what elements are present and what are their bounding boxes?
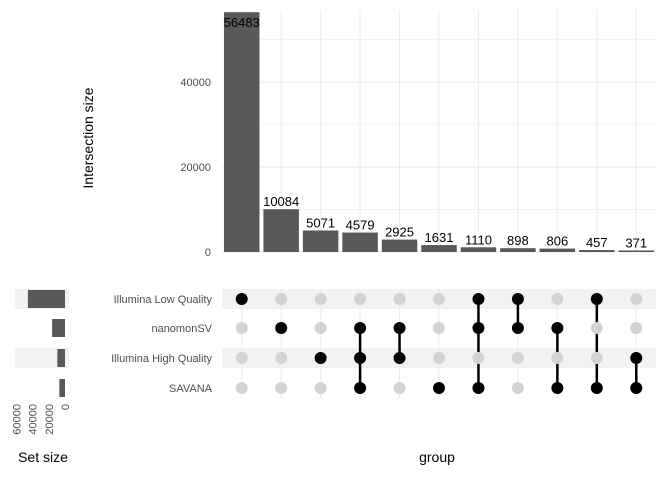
matrix-dot-active	[354, 352, 367, 364]
y-tick-label: 0	[205, 247, 211, 259]
set-size-stripe	[15, 348, 69, 368]
set-label: Illumina Low Quality	[114, 294, 213, 306]
matrix-dot-active	[551, 382, 564, 394]
matrix-dot-inactive	[472, 352, 485, 364]
intersection-bar	[579, 250, 615, 252]
matrix-dot-active	[630, 352, 643, 364]
matrix-dot-inactive	[314, 293, 327, 305]
matrix-dot-inactive	[630, 293, 643, 305]
matrix-dot-active	[393, 322, 406, 334]
bar-value-label: 806	[547, 234, 569, 249]
matrix-dot-inactive	[235, 322, 248, 334]
intersection-bar	[460, 247, 497, 252]
matrix-dot-active	[433, 382, 445, 394]
x-axis-title: group	[419, 449, 455, 465]
intersection-bar	[342, 232, 378, 252]
set-size-tick-label: 40000	[28, 404, 40, 435]
set-size-tick-label: 0	[60, 404, 72, 410]
set-label: nanomonSV	[151, 323, 212, 335]
set-label: Illumina High Quality	[111, 353, 212, 365]
set-size-tick-label: 60000	[12, 404, 24, 435]
intersection-bar	[500, 248, 536, 252]
matrix-dot-active	[511, 293, 524, 305]
matrix-dot-active	[590, 382, 603, 394]
matrix-dot-active	[314, 352, 327, 364]
matrix-dot-inactive	[433, 322, 445, 334]
bar-value-label: 898	[507, 233, 529, 248]
matrix-dot-active	[354, 322, 367, 334]
matrix-dot-inactive	[511, 382, 524, 394]
matrix-dot-inactive	[551, 352, 564, 364]
set-size-tick-label: 20000	[44, 404, 56, 435]
matrix-dot-inactive	[630, 322, 643, 334]
matrix-dot-active	[590, 293, 603, 305]
y-tick-label: 20000	[180, 162, 211, 174]
set-size-chart: 60000 40000 20000 0	[12, 290, 72, 435]
bar-value-label: 457	[586, 235, 608, 250]
matrix-dot-active	[275, 322, 288, 334]
bar-value-label: 1631	[425, 230, 454, 245]
matrix-dot-active	[511, 322, 524, 334]
matrix-dot-inactive	[235, 382, 248, 394]
matrix-dot-active	[472, 293, 485, 305]
bar-value-label: 2925	[385, 225, 414, 240]
intersection-bar	[421, 245, 457, 252]
matrix-dot-active	[472, 382, 485, 394]
bar-value-label: 56483	[224, 15, 260, 30]
matrix-dot-active	[235, 293, 248, 305]
matrix-dot-inactive	[393, 293, 406, 305]
set-label: SAVANA	[169, 383, 213, 395]
intersection-bar	[618, 250, 655, 252]
intersection-bar	[263, 209, 299, 252]
matrix-dot-inactive	[511, 352, 524, 364]
matrix-dot-inactive	[235, 352, 248, 364]
matrix-dot-inactive	[433, 352, 445, 364]
matrix-dot-active	[472, 322, 485, 334]
bar-value-label: 1110	[465, 232, 492, 247]
bar-value-label: 4579	[346, 218, 375, 233]
matrix-dot-active	[393, 352, 406, 364]
y-axis-title: Intersection size	[80, 87, 96, 188]
intersection-bars	[223, 12, 655, 253]
matrix-dot-inactive	[275, 293, 288, 305]
matrix-dot-inactive	[393, 382, 406, 394]
intersection-bar	[223, 12, 260, 253]
intersection-matrix	[235, 293, 643, 394]
matrix-dot-inactive	[590, 352, 603, 364]
set-size-bar	[59, 379, 65, 397]
matrix-dot-inactive	[433, 293, 445, 305]
matrix-dot-inactive	[275, 352, 288, 364]
matrix-dot-inactive	[275, 382, 288, 394]
intersection-bar	[381, 239, 418, 252]
set-size-bar	[52, 319, 65, 337]
matrix-dot-inactive	[314, 382, 327, 394]
bar-value-label: 10084	[263, 194, 299, 209]
matrix-dot-active	[354, 382, 367, 394]
set-size-bar	[57, 349, 65, 367]
bar-value-label: 371	[625, 235, 647, 250]
y-tick-label: 40000	[180, 77, 211, 89]
matrix-dot-inactive	[590, 322, 603, 334]
set-size-bar	[27, 290, 65, 308]
matrix-dot-inactive	[314, 322, 327, 334]
matrix-dot-inactive	[354, 293, 367, 305]
set-size-title: Set size	[18, 449, 68, 465]
set-labels: Illumina Low Quality nanomonSV Illumina Hi…	[111, 294, 213, 395]
intersection-bar	[539, 248, 576, 252]
intersection-bar	[302, 230, 339, 252]
y-axis-ticks: 0 20000 40000	[180, 77, 211, 259]
intersection-bar-labels: 56483 10084 5071 4579 2925 1631 1110 898 806 457 3…	[224, 15, 647, 250]
bar-value-label: 5071	[306, 215, 335, 230]
matrix-dot-active	[551, 322, 564, 334]
matrix-dot-active	[630, 382, 643, 394]
matrix-dot-inactive	[551, 293, 564, 305]
